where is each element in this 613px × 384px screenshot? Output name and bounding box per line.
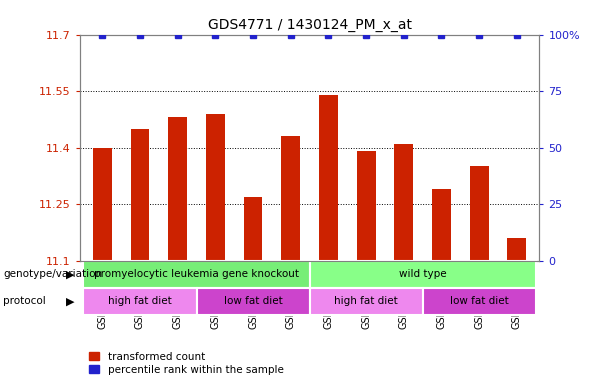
- Text: wild type: wild type: [399, 269, 446, 279]
- Bar: [281, 136, 300, 261]
- Bar: [357, 151, 376, 261]
- Bar: [131, 129, 150, 261]
- Text: promyelocytic leukemia gene knockout: promyelocytic leukemia gene knockout: [94, 269, 299, 279]
- Text: ▶: ▶: [66, 269, 75, 279]
- Bar: [422, 288, 536, 315]
- Text: ▶: ▶: [66, 296, 75, 306]
- Text: genotype/variation: genotype/variation: [3, 269, 102, 279]
- Title: GDS4771 / 1430124_PM_x_at: GDS4771 / 1430124_PM_x_at: [208, 18, 411, 32]
- Bar: [243, 197, 262, 261]
- Bar: [470, 166, 489, 261]
- Bar: [432, 189, 451, 261]
- Bar: [93, 147, 112, 261]
- Bar: [206, 114, 225, 261]
- Bar: [394, 144, 413, 261]
- Bar: [197, 288, 310, 315]
- Text: high fat diet: high fat diet: [334, 296, 398, 306]
- Bar: [83, 261, 310, 288]
- Bar: [168, 118, 187, 261]
- Text: high fat diet: high fat diet: [108, 296, 172, 306]
- Text: low fat diet: low fat diet: [224, 296, 283, 306]
- Legend: transformed count, percentile rank within the sample: transformed count, percentile rank withi…: [85, 348, 288, 379]
- Text: protocol: protocol: [3, 296, 46, 306]
- Bar: [319, 95, 338, 261]
- Text: low fat diet: low fat diet: [450, 296, 509, 306]
- Bar: [508, 238, 526, 261]
- Bar: [83, 288, 197, 315]
- Bar: [310, 261, 536, 288]
- Bar: [310, 288, 422, 315]
